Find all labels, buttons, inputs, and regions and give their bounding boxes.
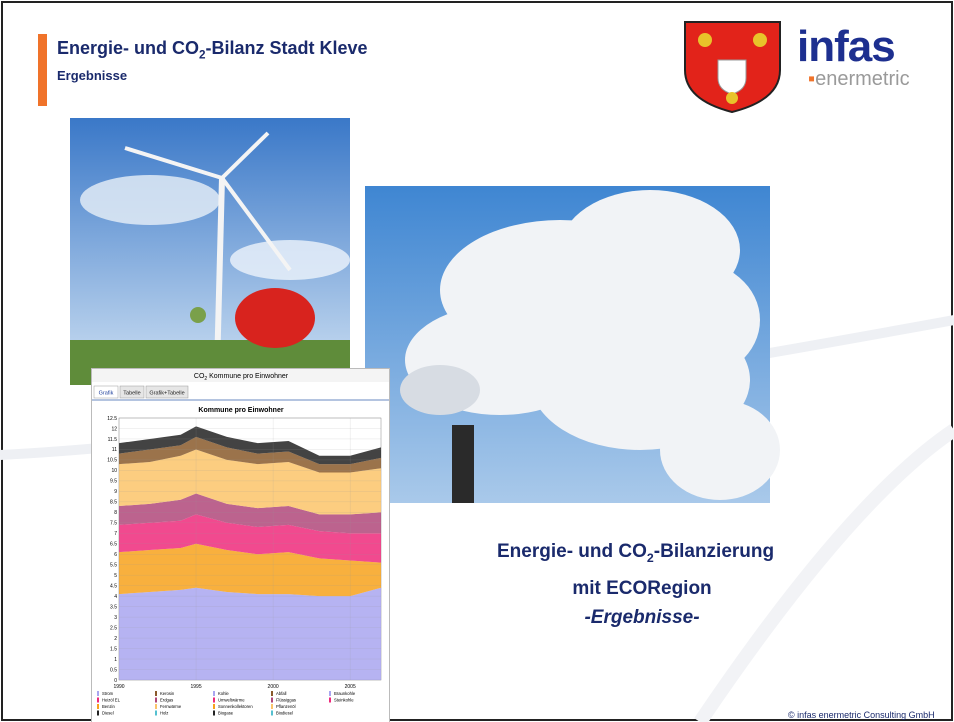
headline-line1: Energie- und CO2-Bilanzierung [497,541,774,565]
legend-swatch [97,691,99,696]
x-tick-label: 2005 [345,684,356,690]
legend-label: Biogase [218,711,234,716]
y-tick-label: 11.5 [108,437,118,443]
y-tick-label: 9.5 [110,479,117,485]
legend-label: Fernwärme [160,704,182,709]
area-layer [119,588,381,680]
y-tick-label: 0.5 [110,667,117,673]
legend-swatch [155,691,157,696]
window-title-part: Kommune pro Einwohner [207,373,289,380]
legend-label: Strom [102,691,114,696]
title-part: Energie- und CO [57,38,199,58]
y-tick-label: 3.5 [110,604,117,610]
legend-swatch [213,711,215,716]
legend-swatch [271,704,273,709]
legend-swatch [329,691,331,696]
legend-swatch [97,711,99,716]
tab-label: Tabelle [123,391,140,397]
y-tick-label: 7 [114,531,117,537]
y-tick-label: 1.5 [110,646,117,652]
y-tick-label: 3 [114,615,117,621]
legend-label: Abfall [276,691,287,696]
y-tick-label: 4.5 [110,583,117,589]
legend-label: Braunkohle [334,691,356,696]
logo-tagline: ▪enermetric [808,68,910,91]
y-tick-label: 0 [114,678,117,684]
y-tick-label: 6.5 [110,542,117,548]
legend-label: Biodiesel [276,711,293,716]
slide-title: Energie- und CO2-Bilanz Stadt Kleve [57,38,368,62]
legend-swatch [271,698,273,703]
x-tick-label: 2000 [268,684,279,690]
headline-line3: -Ergebnisse- [497,607,787,629]
x-tick-label: 1995 [190,684,201,690]
headline-part: Energie- und CO [497,541,647,562]
title-part: -Bilanz Stadt Kleve [206,38,368,58]
y-tick-label: 8 [114,510,117,516]
y-tick-label: 7.5 [110,521,117,527]
tab-label: Grafik+Tabelle [149,391,184,397]
logo-tagline-text: enermetric [815,68,909,90]
y-tick-label: 2 [114,636,117,642]
headline-line2: mit ECORegion [497,578,787,600]
legend-label: Kohle [218,691,229,696]
legend-label: Heizöl EL [102,698,121,703]
headline-subscript: 2 [647,551,654,565]
legend-swatch [213,704,215,709]
y-tick-label: 4 [114,594,117,600]
slide: Energie- und CO2-Bilanz Stadt Kleve Erge… [0,0,954,722]
y-tick-label: 2.5 [110,625,117,631]
y-tick-label: 10.5 [107,458,117,464]
legend-label: Erdgas [160,698,173,703]
legend-swatch [213,698,215,703]
legend-swatch [155,711,157,716]
legend-swatch [213,691,215,696]
legend-swatch [155,698,157,703]
y-tick-label: 5 [114,573,117,579]
y-tick-label: 10 [111,468,117,474]
legend-label: Pflanzenöl [276,704,296,709]
x-tick-label: 1990 [113,684,124,690]
slide-subtitle: Ergebnisse [57,68,127,83]
legend-label: Steinkohle [334,698,354,703]
inset-chart: CO 2 Kommune pro Einwohner Grafik Tabelle G… [91,368,391,722]
legend-label: Flüssiggas [276,698,296,703]
y-tick-label: 5.5 [110,563,117,569]
legend-label: Kerosin [160,691,175,696]
legend-swatch [155,704,157,709]
headline-part: -Bilanzierung [654,541,774,562]
legend-swatch [271,691,273,696]
y-tick-label: 1 [114,657,117,663]
y-tick-label: 11 [112,447,117,453]
footer-copyright: © infas enermetric Consulting GmbH [788,710,935,720]
legend-label: Benzin [102,704,115,709]
y-tick-label: 9 [114,489,117,495]
legend-label: Sonnenkollektoren [218,704,253,709]
y-tick-label: 12 [111,426,117,432]
chart-title: Kommune pro Einwohner [198,407,283,414]
legend-swatch [97,698,99,703]
legend-label: Holz [160,711,168,716]
y-tick-label: 12.5 [107,416,117,422]
legend-label: Diesel [102,711,114,716]
legend-swatch [271,711,273,716]
tab-label: Grafik [99,391,114,397]
legend-swatch [97,704,99,709]
y-tick-label: 6 [114,552,117,558]
legend-label: Umweltwärme [218,698,245,703]
legend-swatch [329,698,331,703]
y-tick-label: 8.5 [110,500,117,506]
window-title-part: CO [194,373,205,380]
logo-name: infas [797,22,895,72]
